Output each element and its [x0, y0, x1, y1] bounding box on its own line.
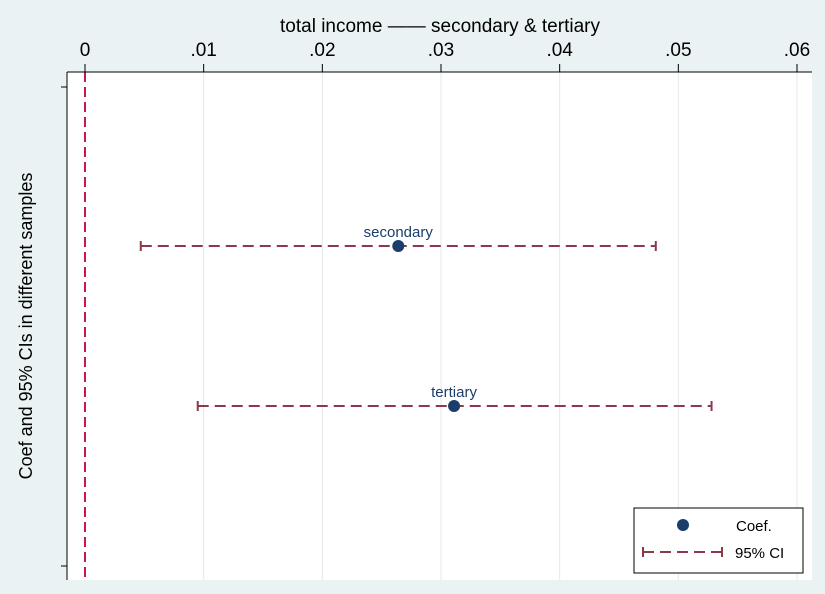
x-tick-label-1: .01 — [190, 40, 216, 61]
legend-coef-label: Coef. — [736, 518, 772, 535]
coef-point-secondary — [392, 240, 405, 252]
x-tick-label-5: .05 — [665, 40, 691, 61]
chart-title: total income —— secondary & tertiary — [280, 16, 600, 37]
x-tick-label-6: .06 — [784, 40, 810, 61]
legend-ci-label: 95% CI — [735, 545, 784, 562]
legend-coef-marker — [677, 519, 689, 531]
x-tick-label-4: .04 — [546, 40, 573, 61]
point-label-secondary: secondary — [364, 224, 434, 241]
x-tick-label-0: 0 — [80, 40, 91, 61]
point-label-tertiary: tertiary — [431, 384, 477, 401]
x-tick-label-2: .02 — [309, 40, 335, 61]
gridlines — [203, 72, 798, 580]
y-axis-label: Coef and 95% CIs in different samples — [16, 173, 36, 480]
coef-point-tertiary — [448, 400, 461, 412]
data-marks: secondary tertiary — [139, 224, 713, 412]
x-ticks: 0 .01 .02 .03 .04 .05 .06 — [80, 40, 810, 72]
legend-box — [633, 507, 804, 574]
legend: Coef. 95% CI — [633, 507, 804, 574]
axes — [61, 71, 812, 580]
x-tick-label-3: .03 — [428, 40, 454, 61]
plot-area — [67, 72, 812, 580]
